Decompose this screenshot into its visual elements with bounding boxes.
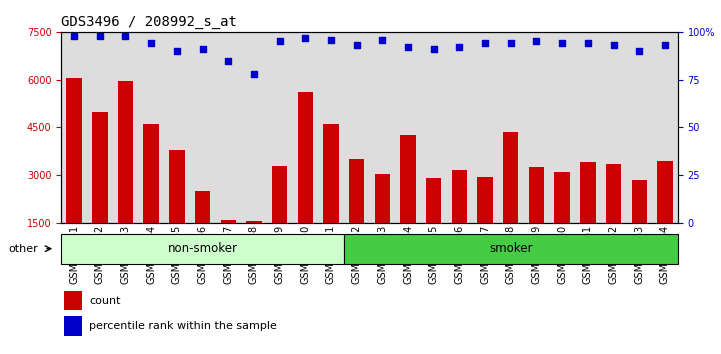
Point [505, 40, 516, 46]
Text: count: count [89, 296, 120, 306]
Bar [221, 220, 236, 271]
Bar [190, 32, 216, 223]
Bar [87, 32, 112, 223]
Point [479, 40, 491, 46]
Text: percentile rank within the sample: percentile rank within the sample [89, 321, 277, 331]
Point [531, 39, 542, 44]
Point [557, 40, 568, 46]
Point [171, 48, 182, 54]
Bar [143, 124, 159, 271]
Bar [400, 135, 416, 271]
Point [428, 46, 440, 52]
Bar [451, 171, 467, 271]
Bar [138, 32, 164, 223]
Bar [241, 32, 267, 223]
Point [634, 48, 645, 54]
Bar [272, 166, 288, 271]
Point [402, 44, 414, 50]
Text: non-smoker: non-smoker [167, 242, 237, 255]
Point [454, 44, 465, 50]
Bar [344, 32, 370, 223]
Bar [580, 162, 596, 271]
Bar [652, 32, 678, 223]
Point [94, 33, 105, 39]
Bar [503, 132, 518, 271]
Bar [66, 78, 82, 271]
Text: smoker: smoker [489, 242, 533, 255]
Bar [395, 32, 421, 223]
Bar [247, 222, 262, 271]
Bar [658, 161, 673, 271]
Bar [554, 172, 570, 271]
Bar [370, 32, 395, 223]
Bar [298, 92, 313, 271]
Point [376, 37, 388, 42]
Point [582, 40, 593, 46]
Point [120, 33, 131, 39]
Point [325, 37, 337, 42]
Point [351, 42, 363, 48]
Bar [169, 150, 185, 271]
Bar [293, 32, 318, 223]
Point [223, 58, 234, 63]
Bar [61, 234, 344, 264]
Bar [195, 191, 211, 271]
Bar [606, 164, 622, 271]
Bar [426, 178, 441, 271]
Bar [446, 32, 472, 223]
Bar [61, 32, 87, 223]
Bar [601, 32, 627, 223]
Bar [164, 32, 190, 223]
Bar [421, 32, 446, 223]
Bar [477, 177, 493, 271]
Bar [498, 32, 523, 223]
Bar [528, 167, 544, 271]
Bar [349, 159, 364, 271]
Bar [216, 32, 241, 223]
Bar [64, 291, 81, 310]
Bar [112, 32, 138, 223]
Point [248, 71, 260, 77]
Point [68, 33, 80, 39]
Bar [118, 81, 133, 271]
Point [146, 40, 157, 46]
Text: GDS3496 / 208992_s_at: GDS3496 / 208992_s_at [61, 16, 237, 29]
Bar [92, 112, 107, 271]
Bar [627, 32, 652, 223]
Point [197, 46, 208, 52]
Point [299, 35, 311, 40]
Bar [523, 32, 549, 223]
Bar [375, 174, 390, 271]
Point [659, 42, 671, 48]
Bar [344, 234, 678, 264]
Bar [267, 32, 293, 223]
Text: other: other [8, 244, 38, 254]
Bar [64, 316, 81, 336]
Bar [632, 180, 647, 271]
Bar [318, 32, 344, 223]
Bar [549, 32, 575, 223]
Point [274, 39, 286, 44]
Bar [323, 124, 339, 271]
Bar [472, 32, 498, 223]
Point [608, 42, 619, 48]
Bar [575, 32, 601, 223]
